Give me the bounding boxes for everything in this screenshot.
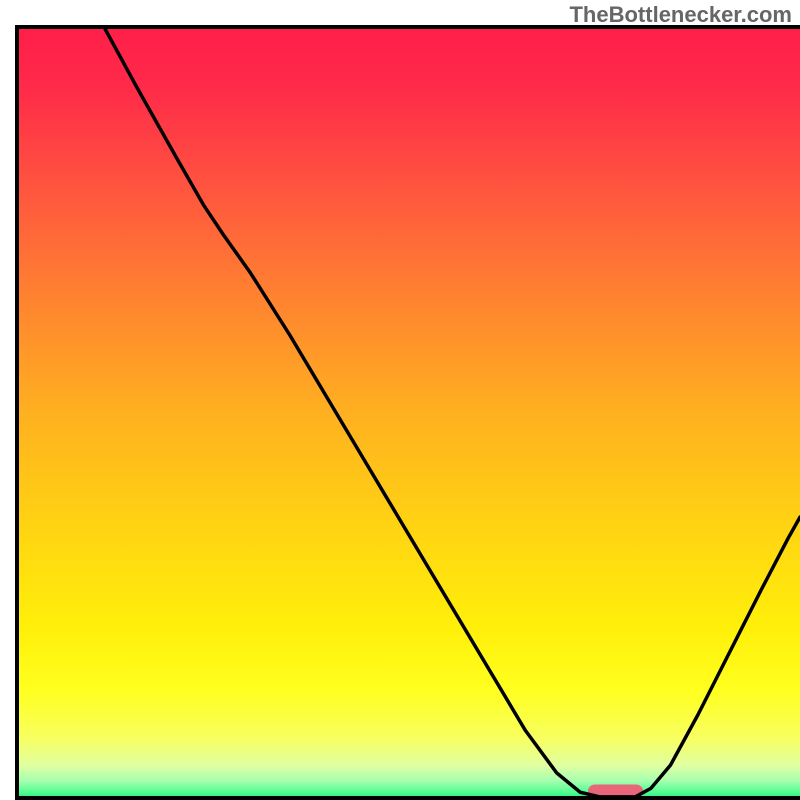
bottleneck-chart <box>15 25 800 800</box>
plot-border-bottom <box>15 796 800 800</box>
gradient-background <box>15 25 800 800</box>
watermark-text: TheBottlenecker.com <box>569 2 792 28</box>
plot-border-left <box>15 25 19 800</box>
chart-container: TheBottlenecker.com <box>0 0 800 800</box>
